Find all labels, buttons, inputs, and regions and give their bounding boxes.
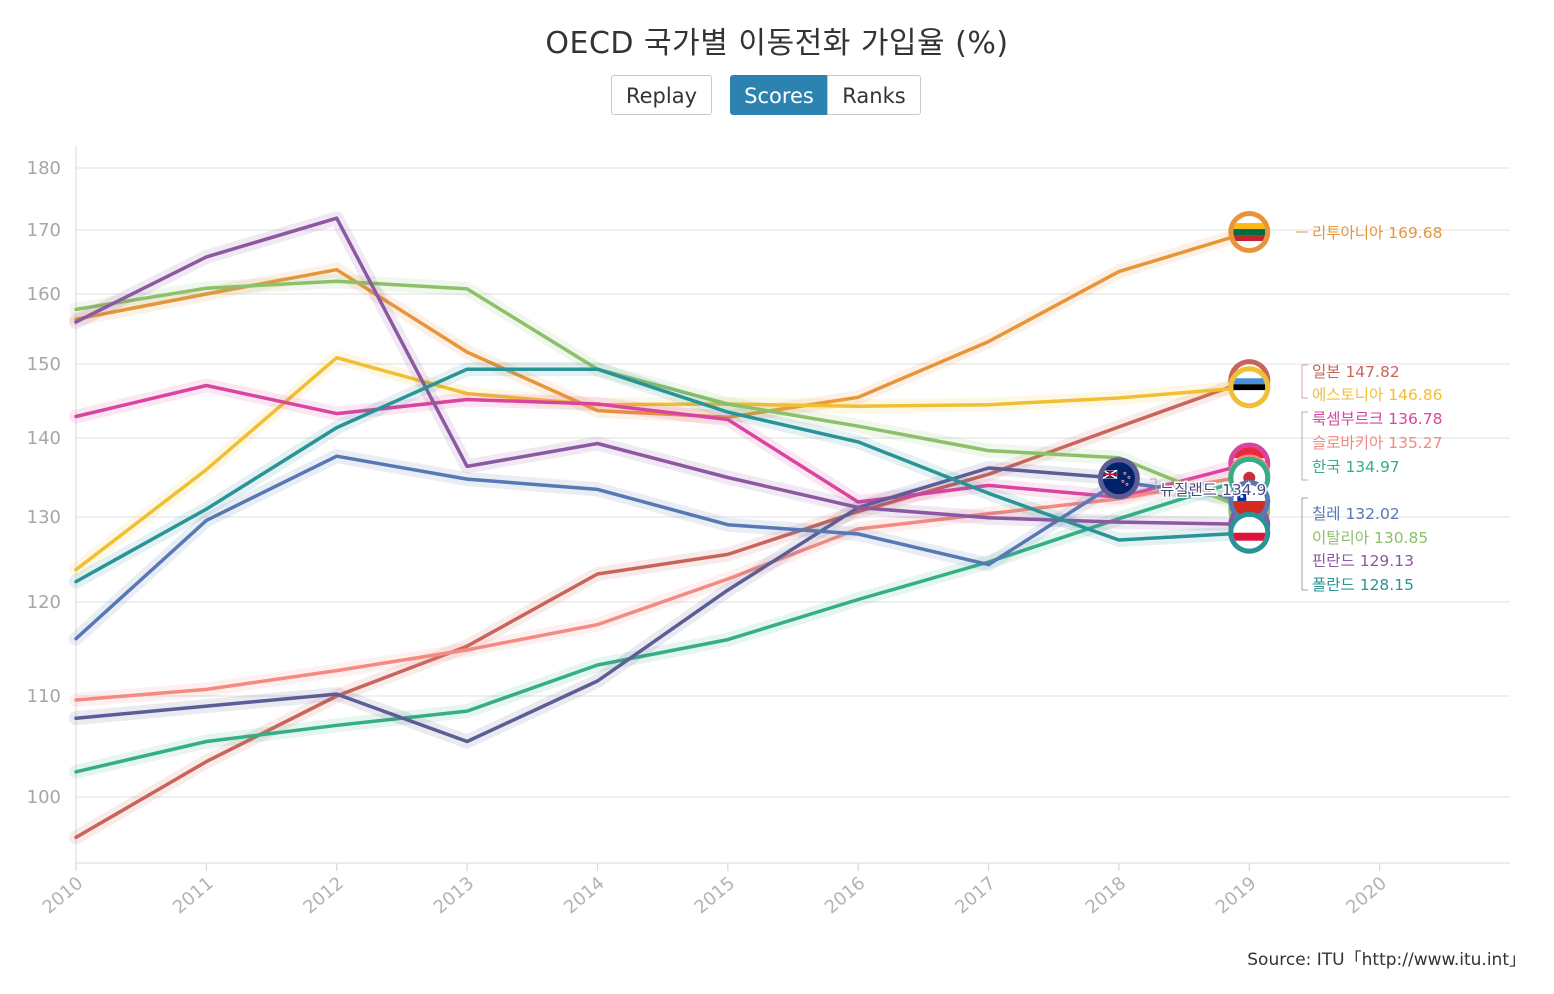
series-japan [69, 373, 1257, 845]
flag-chile [1233, 485, 1266, 518]
y-tick-label: 180 [27, 158, 61, 179]
end-label-finland: 핀란드 129.13 [1312, 552, 1414, 570]
x-tick-label: 2015 [690, 873, 739, 919]
estonia-flag-marker [1228, 366, 1271, 409]
x-tick-label: 2020 [1342, 873, 1391, 919]
end-label-japan: 일본 147.82 [1312, 363, 1400, 381]
end-label-newzealand: 뉴질랜드 134.9 [1160, 481, 1266, 499]
poland-flag-marker [1228, 511, 1271, 554]
series-lines [69, 211, 1257, 845]
end-label-lithuania: 리투아니아 169.68 [1312, 224, 1442, 242]
series-line [74, 216, 1252, 527]
flag-estonia [1233, 371, 1266, 404]
x-tick-label: 2012 [299, 873, 348, 919]
series-finland [69, 211, 1257, 532]
label-connectors [1150, 231, 1308, 591]
source-note: Source: ITU「http://www.itu.int」 [1247, 950, 1526, 970]
flag-poland [1233, 516, 1266, 549]
lithuania-flag-marker [1228, 211, 1271, 254]
flag-newzealand [1102, 462, 1135, 495]
series-line [74, 367, 1252, 584]
y-tick-label: 150 [27, 354, 61, 375]
series-line [74, 355, 1252, 572]
ranks-button[interactable]: Ranks [827, 75, 921, 115]
end-label-chile: 칠레 132.02 [1312, 505, 1400, 523]
series-line [74, 454, 1252, 641]
replay-button[interactable]: Replay [611, 75, 712, 115]
series-newzealand [69, 461, 1126, 749]
view-controls: Replay Scores Ranks [0, 75, 1554, 117]
end-markers [1097, 211, 1271, 554]
series-estonia [69, 350, 1257, 577]
end-label-italy: 이탈리아 130.85 [1312, 529, 1428, 547]
end-labels: 리투아니아 169.68 일본 147.82 에스토니아 146.86 룩셈부르크 1… [1150, 224, 1442, 594]
series-line [74, 230, 1252, 420]
series-line [74, 378, 1252, 840]
y-tick-label: 100 [27, 787, 61, 808]
chart-title: OECD 국가별 이동전화 가입율 (%) [545, 26, 1009, 61]
x-tick-label: 2010 [39, 873, 88, 919]
series-chile [69, 449, 1257, 646]
series-luxembourg [69, 378, 1257, 509]
end-label-korea: 한국 134.97 [1312, 458, 1400, 476]
series-line [74, 383, 1252, 504]
series-korea [69, 470, 1257, 779]
series-line [74, 466, 1121, 744]
end-label-estonia: 에스토니아 146.86 [1312, 386, 1442, 404]
flag-lithuania [1233, 216, 1266, 249]
x-tick-label: 2014 [560, 873, 609, 919]
newzealand-flag-marker [1097, 457, 1140, 500]
y-tick-label: 110 [27, 686, 61, 707]
series-poland [69, 362, 1257, 589]
end-label-poland: 폴란드 128.15 [1312, 576, 1414, 594]
end-label-slovakia: 슬로바키아 135.27 [1312, 434, 1442, 452]
x-tick-label: 2013 [430, 873, 479, 919]
x-tick-label: 2019 [1212, 873, 1261, 919]
series-lithuania [69, 225, 1257, 425]
chile-flag-marker [1228, 480, 1271, 523]
series-italy [69, 274, 1257, 518]
y-tick-label: 130 [27, 507, 61, 528]
y-tick-label: 170 [27, 220, 61, 241]
y-tick-label: 160 [27, 284, 61, 305]
series-slovakia [69, 468, 1257, 707]
end-label-luxembourg: 룩셈부르크 136.78 [1312, 410, 1442, 428]
series-line [74, 279, 1252, 513]
series-line [74, 475, 1252, 774]
y-tick-label: 140 [27, 428, 61, 449]
x-tick-label: 2018 [1082, 873, 1131, 919]
x-tick-label: 2017 [951, 873, 1000, 919]
x-tick-label: 2016 [821, 873, 870, 919]
y-tick-label: 120 [27, 592, 61, 613]
x-tick-label: 2011 [169, 873, 218, 919]
series-line [74, 473, 1252, 702]
